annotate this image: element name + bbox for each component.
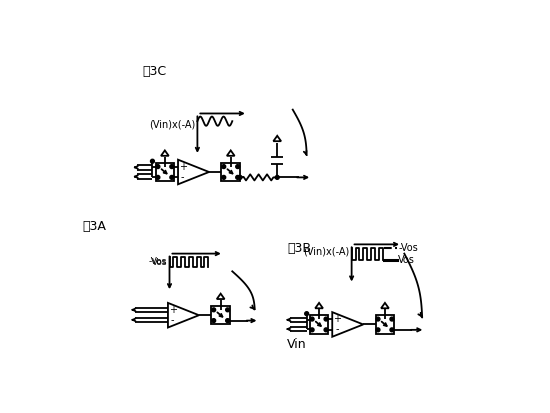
Circle shape — [226, 308, 229, 312]
Circle shape — [376, 328, 380, 332]
Text: Vos: Vos — [398, 255, 415, 265]
Circle shape — [222, 165, 225, 169]
Circle shape — [310, 328, 314, 332]
Bar — [222, 163, 240, 181]
Text: -: - — [171, 315, 174, 325]
Bar — [310, 315, 328, 334]
Circle shape — [390, 317, 394, 321]
Text: Vos: Vos — [152, 259, 167, 268]
Text: (Vin)x(-A): (Vin)x(-A) — [149, 120, 195, 130]
Circle shape — [236, 165, 240, 169]
Circle shape — [376, 317, 380, 321]
Text: 圖3C: 圖3C — [142, 64, 167, 78]
Circle shape — [212, 308, 216, 312]
Bar — [211, 306, 230, 325]
Text: +: + — [333, 314, 341, 324]
Circle shape — [156, 165, 160, 169]
Circle shape — [170, 165, 174, 169]
Text: Vin: Vin — [287, 338, 307, 351]
Text: 圖3A: 圖3A — [82, 220, 107, 233]
Text: -Vos: -Vos — [398, 243, 418, 253]
Circle shape — [151, 159, 155, 163]
Circle shape — [305, 312, 309, 316]
Circle shape — [212, 319, 216, 323]
Circle shape — [226, 319, 229, 323]
Circle shape — [324, 328, 328, 332]
Circle shape — [170, 176, 174, 179]
Circle shape — [276, 176, 279, 179]
Text: 圖3B: 圖3B — [287, 242, 311, 255]
Circle shape — [310, 317, 314, 321]
Text: (Vin)x(-A): (Vin)x(-A) — [303, 247, 349, 257]
Circle shape — [324, 317, 328, 321]
Circle shape — [156, 176, 160, 179]
Circle shape — [238, 176, 242, 179]
Circle shape — [222, 176, 225, 179]
Bar — [156, 163, 174, 181]
Circle shape — [236, 176, 240, 179]
Text: +: + — [179, 161, 186, 171]
Bar — [376, 315, 394, 334]
Text: -: - — [181, 172, 184, 182]
Text: -Vos: -Vos — [149, 257, 167, 266]
Text: -: - — [335, 324, 339, 334]
Circle shape — [390, 328, 394, 332]
Text: +: + — [169, 305, 177, 315]
